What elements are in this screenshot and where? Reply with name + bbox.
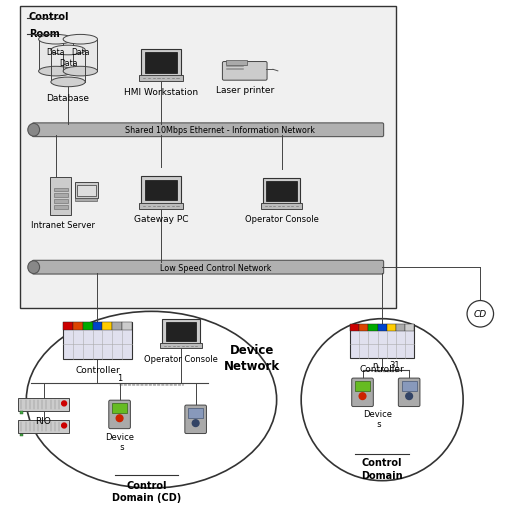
Text: RIO: RIO [35,417,51,426]
Bar [20,434,24,437]
Text: CD: CD [474,310,487,319]
Bar [350,324,414,358]
Text: Operator Console: Operator Console [144,354,218,363]
Bar [369,324,378,331]
Text: 31: 31 [389,360,400,369]
FancyBboxPatch shape [19,421,68,433]
Ellipse shape [26,312,277,488]
Bar [401,381,417,391]
Bar [39,40,73,72]
Bar [54,206,67,210]
FancyBboxPatch shape [185,406,207,434]
Bar [226,61,247,66]
Bar [73,323,83,331]
Bar [93,323,102,331]
Bar [359,324,369,331]
Text: Data: Data [59,59,77,68]
FancyBboxPatch shape [75,182,98,199]
Bar [387,324,396,331]
Bar [54,194,67,198]
Bar [378,324,387,331]
Bar [350,324,359,331]
FancyBboxPatch shape [160,343,201,349]
FancyBboxPatch shape [141,49,181,77]
Text: n: n [372,360,377,369]
FancyBboxPatch shape [32,261,383,275]
Circle shape [62,423,67,428]
Text: Database: Database [47,93,89,103]
FancyBboxPatch shape [20,7,396,308]
Text: Intranet Server: Intranet Server [31,221,95,230]
Bar [355,381,370,391]
Circle shape [116,415,123,422]
Text: Shared 10Mbps Ethernet - Information Network: Shared 10Mbps Ethernet - Information Net… [125,126,315,135]
FancyBboxPatch shape [162,319,200,344]
Text: Control
Domain: Control Domain [361,457,403,480]
Bar [54,188,67,192]
Bar [63,40,98,72]
Bar [51,51,85,83]
Ellipse shape [63,35,98,45]
Text: Laser printer: Laser printer [215,85,274,94]
Text: Gateway PC: Gateway PC [134,215,189,224]
FancyBboxPatch shape [50,178,71,216]
Circle shape [467,301,493,327]
Text: Operator Console: Operator Console [245,215,319,224]
Ellipse shape [28,261,40,274]
Bar [83,323,93,331]
FancyBboxPatch shape [32,124,383,137]
Bar [166,322,196,341]
Bar [63,323,73,331]
Bar [77,185,96,196]
Text: Device
  s: Device s [105,432,134,451]
FancyBboxPatch shape [139,76,183,82]
Text: Low Speed Control Network: Low Speed Control Network [159,263,271,272]
Circle shape [192,420,199,427]
Text: Device
Network: Device Network [224,344,280,373]
FancyBboxPatch shape [19,398,68,411]
FancyBboxPatch shape [223,63,267,81]
Text: Data: Data [71,48,89,58]
Ellipse shape [301,319,463,481]
Bar [102,323,112,331]
FancyBboxPatch shape [261,204,302,209]
Ellipse shape [51,46,85,56]
Bar [112,323,122,331]
Circle shape [406,393,413,400]
FancyBboxPatch shape [263,179,301,205]
Bar [266,182,297,201]
Ellipse shape [28,124,40,137]
FancyBboxPatch shape [398,378,420,407]
Bar [405,324,414,331]
FancyBboxPatch shape [352,378,373,407]
Bar [112,403,127,413]
Circle shape [62,401,67,406]
Ellipse shape [39,67,73,77]
Bar [145,53,177,74]
Bar [20,412,24,415]
Ellipse shape [63,67,98,77]
Text: Control: Control [29,12,69,22]
Text: Data: Data [47,48,65,58]
FancyBboxPatch shape [109,400,131,429]
Bar [54,200,67,204]
Circle shape [359,393,366,400]
Text: HMI Workstation: HMI Workstation [124,88,198,96]
Ellipse shape [39,35,73,45]
Text: Control
Domain (CD): Control Domain (CD) [112,480,181,502]
Bar [188,408,203,418]
Bar [76,198,98,201]
Text: Device
  s: Device s [363,409,392,429]
Ellipse shape [51,78,85,87]
Text: Controller: Controller [75,365,120,374]
Bar [145,180,177,201]
FancyBboxPatch shape [141,177,181,205]
Text: Controller: Controller [360,364,405,373]
Bar [122,323,132,331]
Text: 1: 1 [117,373,122,382]
Bar [63,323,132,360]
Text: Room: Room [29,29,60,38]
Bar [396,324,405,331]
FancyBboxPatch shape [139,204,183,210]
